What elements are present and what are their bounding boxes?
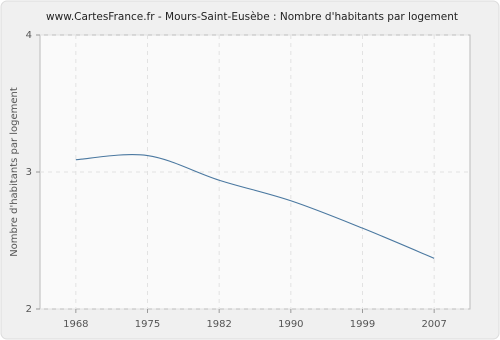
x-tick-label: 2007 <box>421 319 446 330</box>
y-tick-label: 2 <box>26 304 32 315</box>
x-tick-label: 1999 <box>350 319 375 330</box>
plot-area <box>39 34 471 310</box>
plot-layer: 2 3 4 1968 1975 1982 1990 1999 2007 <box>26 30 470 330</box>
data-line <box>75 154 435 259</box>
y-tick-label: 3 <box>26 167 32 178</box>
x-tick-label: 1982 <box>206 319 231 330</box>
y-tick-label: 4 <box>26 30 32 41</box>
x-tick-label: 1975 <box>135 319 160 330</box>
y-axis-label: Nombre d'habitants par logement <box>9 87 20 257</box>
x-tick-label: 1968 <box>63 319 88 330</box>
chart-title: www.CartesFrance.fr - Mours-Saint-Eusèbe… <box>46 11 458 23</box>
x-tick-label: 1990 <box>278 319 303 330</box>
